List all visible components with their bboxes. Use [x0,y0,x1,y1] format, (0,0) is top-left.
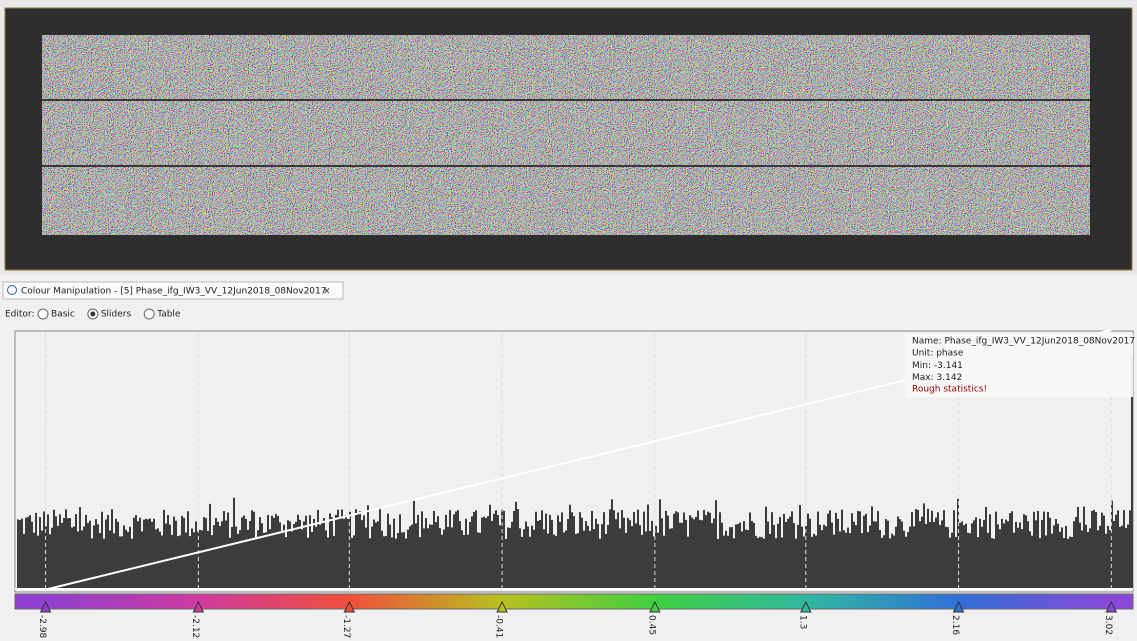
info-max: Max: 3.142 [912,373,962,383]
info-note: Rough statistics! [912,385,987,395]
info-min: Min: -3.141 [912,361,963,371]
slider-value: 3.02 [1103,615,1113,635]
slider-value: -0.41 [494,615,504,638]
radio-button[interactable] [144,309,154,319]
radio-label[interactable]: Table [156,310,181,320]
slider-value: -2.98 [37,615,47,639]
min-label: Min: [912,361,931,371]
tab-title: Colour Manipulation - [5] Phase_ifg_IW3_… [21,287,327,297]
tab-close[interactable]: × [323,287,331,297]
slider-value: 1.3 [797,615,807,629]
editor-label: Editor: [5,310,35,320]
max-value: 3.142 [937,373,963,383]
radio-label[interactable]: Sliders [101,310,132,320]
radio-label[interactable]: Basic [51,310,75,320]
radio-button[interactable] [38,309,48,319]
screen: Colour Manipulation - [5] Phase_ifg_IW3_… [0,0,1137,641]
slider-value: -2.12 [190,615,200,638]
radio-dot [90,312,95,317]
slider-value: 2.16 [950,615,960,635]
slider-value: -1.27 [341,615,351,638]
info-unit: Unit: phase [912,349,964,359]
info-name: Name: Phase_ifg_IW3_VV_12Jun2018_08Nov20… [912,337,1135,347]
slider-value: 0.45 [646,615,656,635]
min-value: -3.141 [934,361,963,371]
max-label: Max: [912,373,934,383]
colour-bar [15,594,1133,609]
phase-image [42,35,1090,235]
page: Colour Manipulation - [5] Phase_ifg_IW3_… [0,0,1137,641]
